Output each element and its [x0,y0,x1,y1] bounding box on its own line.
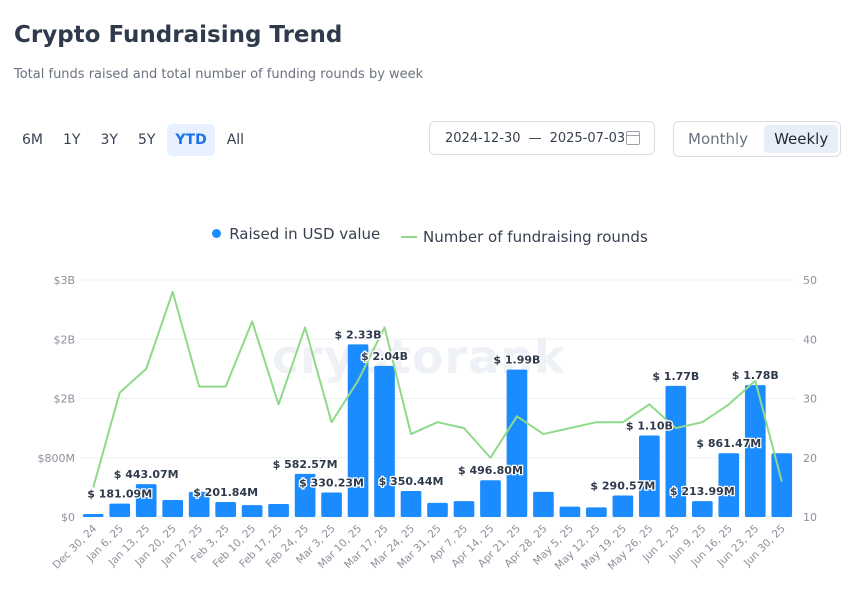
y-right-tick-label: 50 [803,274,817,287]
data-label: $ 1.99B [493,354,540,367]
bar [744,385,766,517]
data-label: $ 290.57M [590,479,655,492]
bar [162,499,184,517]
bar [533,491,554,517]
data-label: $ 861.47M [696,437,761,450]
rounds-line [92,290,783,488]
bar [268,504,289,517]
data-label: $ 350.44M [379,475,444,488]
bar [374,365,395,517]
y-left-tick-label: $2B [53,333,75,346]
date-range-picker[interactable]: 2024-12-30 — 2025-07-03 [429,121,655,155]
data-label: $ 201.84M [193,486,258,499]
calendar-icon [626,131,640,145]
legend-item-raised[interactable]: Raised in USD value [212,225,380,243]
date-start: 2024-12-30 [445,130,521,146]
bar [427,502,448,517]
bar [480,480,501,517]
data-label: $ 2.33B [335,328,382,341]
bar [82,514,104,517]
date-separator: — [528,130,542,146]
bar [559,506,581,517]
weekly-button[interactable]: Weekly [764,125,839,153]
range-ytd-button[interactable]: YTD [167,124,215,156]
data-label: $ 1.10B [626,420,673,433]
y-right-tick-label: 20 [803,452,817,465]
data-label: $ 582.57M [273,458,338,471]
data-label: $ 496.80M [458,464,523,477]
y-left-tick-label: $2B [53,393,75,406]
range-6m-button[interactable]: 6M [22,132,43,148]
bar [400,491,422,517]
data-label: $ 181.09M [87,488,152,501]
range-5y-button[interactable]: 5Y [137,132,156,148]
bar [586,507,607,517]
range-1y-button[interactable]: 1Y [63,132,81,148]
bar [691,501,713,517]
y-right-tick-label: 40 [803,333,817,346]
time-range-selector: 6M 1Y 3Y 5Y YTD All [14,124,252,156]
bar [215,502,236,517]
data-label: $ 213.99M [670,485,735,498]
granularity-toggle: Monthly Weekly [673,121,841,157]
bar [453,501,475,517]
chart-subtitle: Total funds raised and total number of f… [14,67,424,82]
bar [188,491,210,517]
legend-item-rounds[interactable]: Number of fundraising rounds [401,228,648,246]
bar [771,453,793,517]
date-end: 2025-07-03 [549,130,626,146]
legend-label-raised: Raised in USD value [229,224,381,243]
data-label: $ 2.04B [361,350,408,363]
fundraising-chart: $0 $800M $2B $2B $3B 10 20 30 40 50 $ 181.09M $ 443… [38,274,818,572]
range-all-button[interactable]: All [226,132,245,148]
bar [347,344,369,517]
y-left-tick-label: $3B [53,274,75,287]
chart-title: Crypto Fundraising Trend [14,22,343,48]
bar [718,453,740,517]
data-label: $ 330.23M [299,477,364,490]
legend-label-rounds: Number of fundraising rounds [423,228,648,246]
y-left-tick-label: $800M [38,452,76,465]
bar [639,435,660,517]
bar [506,369,528,517]
bar [109,503,131,517]
legend-line-icon [401,236,418,238]
monthly-button[interactable]: Monthly [688,130,749,148]
bar [135,484,157,517]
y-left-tick-label: $0 [61,511,75,524]
y-right-tick-label: 10 [803,511,817,524]
chart-legend: Raised in USD value Number of fundraisin… [0,224,860,246]
bar [321,492,342,517]
data-label: $ 443.07M [114,468,179,481]
bar [294,473,316,517]
legend-dot-icon [212,229,222,238]
range-3y-button[interactable]: 3Y [100,132,118,148]
data-label: $ 1.78B [732,369,779,382]
bar [612,495,634,517]
data-label: $ 1.77B [652,370,699,383]
bar [665,385,687,517]
bar [241,505,263,517]
y-right-tick-label: 30 [803,393,817,406]
